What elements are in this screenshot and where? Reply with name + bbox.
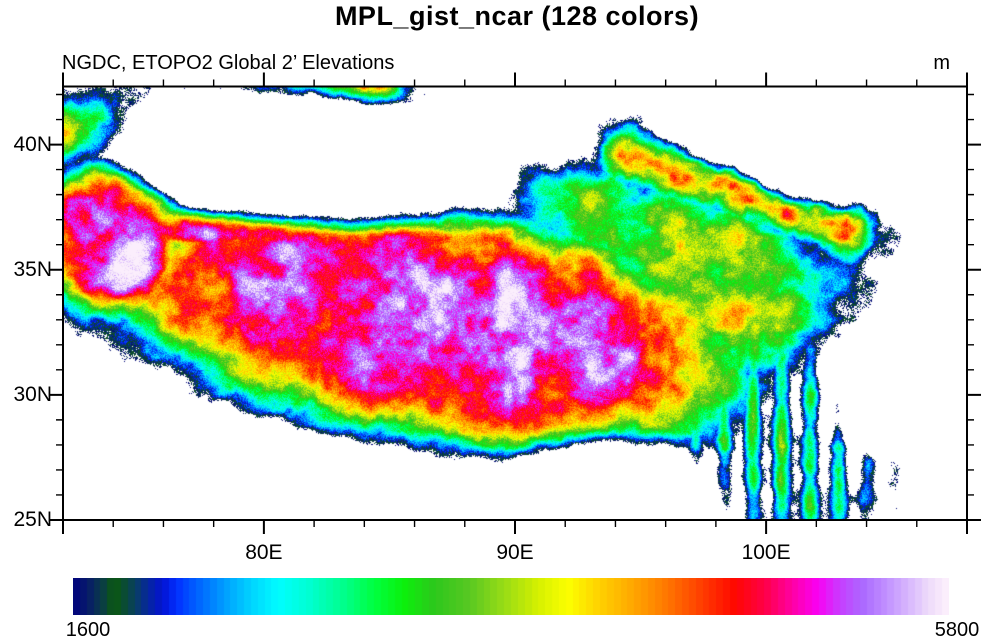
colorbar	[73, 578, 949, 615]
y-tick-label: 25N	[13, 508, 52, 531]
units-label: m	[933, 52, 950, 74]
colorbar-max-label: 5800	[934, 619, 980, 641]
x-tick-label: 90E	[496, 541, 534, 564]
colorbar-min-label: 1600	[65, 619, 111, 641]
y-tick-label: 30N	[13, 382, 52, 406]
map-plot-area	[63, 87, 967, 520]
y-tick-label: 40N	[13, 132, 52, 156]
dataset-subtitle: NGDC, ETOPO2 Global 2’ Elevations	[62, 52, 395, 74]
figure-title: MPL_gist_ncar (128 colors)	[334, 1, 700, 31]
x-tick-label: 100E	[741, 541, 791, 564]
elevation-map-canvas	[63, 87, 967, 520]
y-tick-label: 35N	[13, 257, 52, 281]
x-tick-label: 80E	[245, 541, 283, 564]
